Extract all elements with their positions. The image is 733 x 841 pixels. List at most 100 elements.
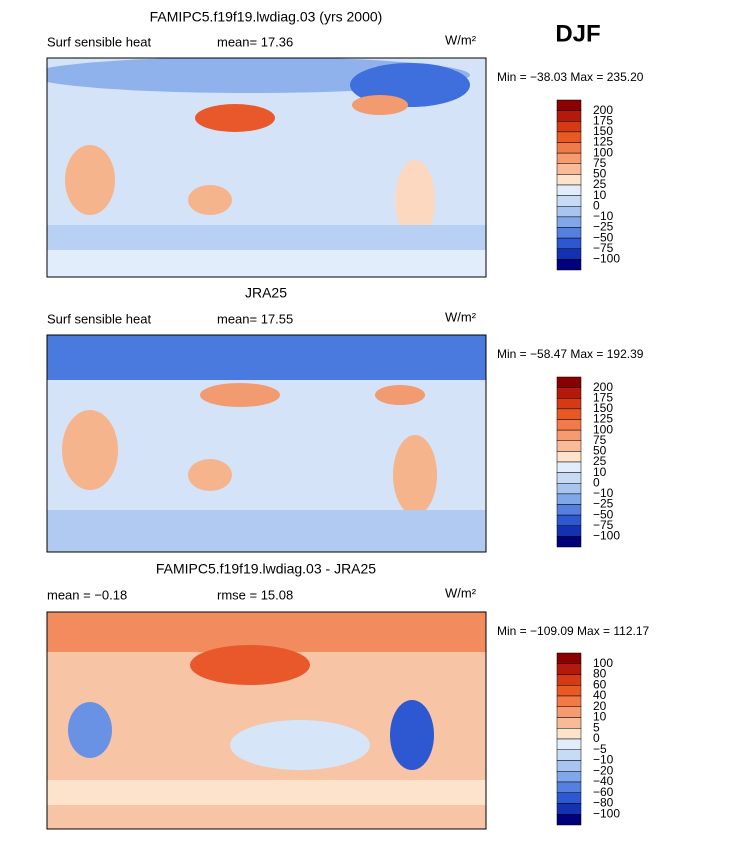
colorbar-box: [556, 152, 582, 164]
stat: mean = −0.18: [47, 587, 127, 602]
colorbar-box: [556, 216, 582, 228]
colorbar-box: [556, 121, 582, 133]
colorbar-label: 75: [593, 433, 607, 447]
map: [47, 612, 486, 829]
min-max: Min = −58.47 Max = 192.39: [497, 347, 644, 361]
colorbar-label: 100: [593, 145, 613, 159]
colorbar-label: 60: [593, 677, 607, 691]
colorbar-label: 25: [593, 177, 607, 191]
colorbar-box: [556, 259, 582, 271]
colorbar-label: 20: [593, 699, 607, 713]
colorbar-label: −5: [593, 742, 607, 756]
map: [47, 58, 486, 277]
colorbar-box: [556, 142, 582, 154]
colorbar-label: 50: [593, 167, 607, 181]
min-max: Min = −109.09 Max = 112.17: [497, 624, 650, 638]
colorbar-box: [556, 504, 582, 516]
field-label: Surf sensible heat: [47, 34, 151, 49]
colorbar-box: [556, 227, 582, 239]
colorbar-box: [556, 760, 582, 772]
panel-title: FAMIPC5.f19f19.lwdiag.03 - JRA25: [156, 561, 376, 577]
colorbar-box: [556, 131, 582, 143]
colorbar-box: [556, 483, 582, 495]
panel-title: JRA25: [245, 285, 287, 301]
colorbar-box: [556, 536, 582, 548]
min-max: Min = −38.03 Max = 235.20: [497, 70, 644, 84]
units: W/m²: [445, 309, 477, 324]
colorbar-label: 100: [593, 656, 613, 670]
field-label: Surf sensible heat: [47, 311, 151, 326]
colorbar-box: [556, 174, 582, 186]
colorbar-label: 0: [593, 731, 600, 745]
colorbar-box: [556, 237, 582, 249]
colorbar-label: 200: [593, 380, 613, 394]
colorbar-box: [556, 652, 582, 664]
colorbar-box: [556, 376, 582, 388]
map-frame: [46, 334, 487, 553]
colorbar-label: −100: [593, 529, 620, 543]
colorbar-box: [556, 461, 582, 473]
colorbar-box: [556, 695, 582, 707]
colorbar-box: [556, 472, 582, 484]
colorbar-box: [556, 814, 582, 826]
colorbar-box: [556, 110, 582, 122]
colorbar-label: 5: [593, 720, 600, 734]
colorbar-label: 150: [593, 401, 613, 415]
colorbar-box: [556, 493, 582, 505]
colorbar-label: −20: [593, 763, 614, 777]
colorbar-label: −40: [593, 774, 614, 788]
colorbar-box: [556, 419, 582, 431]
colorbar-box: [556, 163, 582, 175]
colorbar-box: [556, 706, 582, 718]
colorbar-label: 10: [593, 188, 607, 202]
colorbar-label: −100: [593, 806, 620, 820]
colorbar-label: 10: [593, 465, 607, 479]
units: W/m²: [445, 585, 477, 600]
panel-title: FAMIPC5.f19f19.lwdiag.03 (yrs 2000): [150, 9, 383, 25]
colorbar-label: 0: [593, 198, 600, 212]
colorbar-label: 125: [593, 412, 613, 426]
colorbar-box: [556, 771, 582, 783]
colorbar-box: [556, 525, 582, 537]
colorbar-label: −25: [593, 497, 614, 511]
colorbar-box: [556, 184, 582, 196]
colorbar-box: [556, 206, 582, 218]
colorbar-box: [556, 663, 582, 675]
colorbar-label: −25: [593, 220, 614, 234]
colorbar-label: −50: [593, 507, 614, 521]
colorbar-box: [556, 781, 582, 793]
colorbar-box: [556, 398, 582, 410]
colorbar-label: 175: [593, 113, 613, 127]
colorbar-label: 25: [593, 454, 607, 468]
colorbar-box: [556, 408, 582, 420]
colorbar-label: 200: [593, 103, 613, 117]
colorbar-box: [556, 738, 582, 750]
colorbar-box: [556, 429, 582, 441]
units: W/m²: [445, 32, 477, 47]
colorbar-box: [556, 440, 582, 452]
map-frame: [46, 611, 487, 830]
colorbar-box: [556, 685, 582, 697]
colorbar-box: [556, 749, 582, 761]
colorbar-label: 10: [593, 710, 607, 724]
colorbar-label: −60: [593, 785, 614, 799]
stat: mean= 17.36: [217, 34, 293, 49]
colorbar-label: 75: [593, 156, 607, 170]
colorbar-box: [556, 717, 582, 729]
colorbar-label: 100: [593, 422, 613, 436]
map-frame: [46, 57, 487, 278]
colorbar-box: [556, 728, 582, 740]
colorbar-box: [556, 99, 582, 111]
colorbar-label: −80: [593, 796, 614, 810]
colorbar-label: −10: [593, 486, 614, 500]
colorbar-box: [556, 387, 582, 399]
stat: rmse = 15.08: [217, 587, 293, 602]
colorbar-box: [556, 803, 582, 815]
colorbar-label: 175: [593, 390, 613, 404]
colorbar-label: 40: [593, 688, 607, 702]
colorbar-label: −10: [593, 753, 614, 767]
colorbar-box: [556, 195, 582, 207]
colorbar-box: [556, 451, 582, 463]
colorbar-label: −100: [593, 252, 620, 266]
